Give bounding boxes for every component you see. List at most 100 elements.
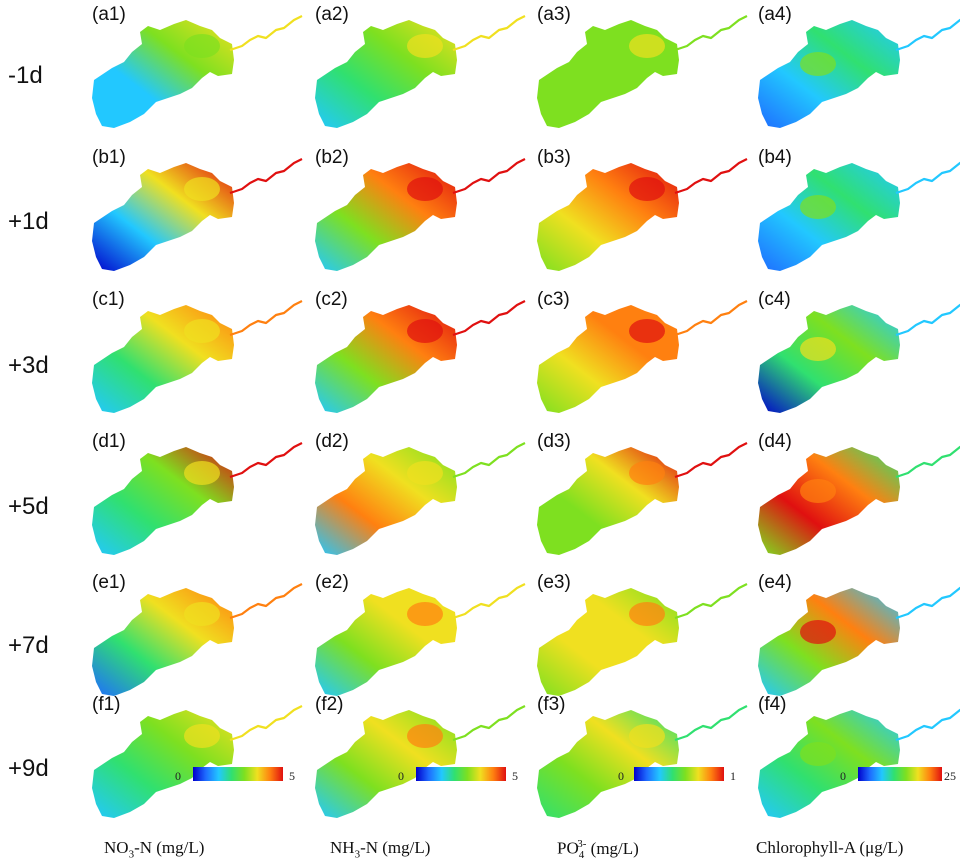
river-channel	[895, 708, 960, 742]
concentration-hotspot	[407, 602, 443, 626]
panel-label: (e4)	[758, 572, 792, 593]
panel-label: (f3)	[537, 694, 566, 715]
concentration-hotspot	[184, 319, 220, 343]
map-panel: (d4)	[748, 429, 960, 564]
panel-label: (f1)	[92, 694, 121, 715]
column-label-sup: 3-	[577, 838, 587, 850]
concentration-hotspot	[800, 479, 836, 503]
lake-map	[758, 586, 960, 696]
column-label-rest: (mg/L)	[586, 838, 639, 858]
river-channel	[229, 442, 303, 479]
lake-surface	[537, 163, 679, 271]
map-panel: (f1)	[82, 692, 303, 827]
column-label-po4: PO43- (mg/L)	[557, 838, 646, 861]
column-label-sub: 3	[128, 848, 135, 861]
colorbar-min: 0	[840, 769, 846, 783]
panel-label: (b1)	[92, 147, 126, 168]
column-label-nh3: NH3-N (mg/L)	[330, 838, 430, 860]
panel-label: (e3)	[537, 572, 571, 593]
lake-surface	[92, 20, 234, 128]
colorbar-gradient	[193, 767, 283, 781]
lake-map	[758, 18, 960, 128]
lake-map	[758, 303, 960, 413]
lake-map	[537, 158, 748, 271]
panel-label: (b3)	[537, 147, 571, 168]
river-channel	[452, 583, 526, 620]
lake-map	[92, 442, 303, 555]
map-panel: (b2)	[305, 145, 526, 280]
concentration-hotspot	[629, 724, 665, 748]
map-panel: (f3)	[527, 692, 748, 827]
river-channel	[895, 586, 960, 620]
column-label-sub: 3	[354, 848, 361, 861]
lake-surface	[537, 447, 679, 555]
panel-label: (c3)	[537, 289, 570, 310]
lake-map	[315, 158, 526, 271]
map-panel: (a2)	[305, 2, 526, 137]
river-channel	[452, 442, 526, 479]
panel-label: (d2)	[315, 431, 349, 452]
lake-map	[537, 300, 748, 413]
lake-surface	[92, 588, 234, 696]
lake-surface	[315, 163, 457, 271]
lake-map	[92, 158, 303, 271]
colorbar-max: 25	[944, 769, 956, 783]
colorbar-chlorophyll: 0 25	[840, 765, 960, 787]
river-channel	[229, 705, 303, 742]
river-channel	[674, 705, 748, 742]
panel-label: (b2)	[315, 147, 349, 168]
colorbar-po4: 0 1	[618, 765, 743, 787]
lake-map	[92, 300, 303, 413]
lake-map	[758, 445, 960, 555]
colorbar-no3: 0 5	[175, 765, 300, 787]
lake-map	[92, 705, 303, 818]
lake-surface	[92, 710, 234, 818]
panel-label: (d4)	[758, 431, 792, 452]
concentration-hotspot	[629, 461, 665, 485]
column-label-rest: -N (mg/L)	[134, 838, 205, 857]
river-channel	[895, 18, 960, 52]
colorbar-min: 0	[398, 769, 404, 783]
concentration-hotspot	[800, 195, 836, 219]
map-panel: (f4)	[748, 692, 960, 827]
lake-surface	[758, 305, 900, 413]
lake-map	[315, 583, 526, 696]
map-panel: (b4)	[748, 145, 960, 280]
river-channel	[452, 158, 526, 195]
column-label-main: PO	[557, 838, 579, 858]
colorbar-nh3: 0 5	[398, 765, 523, 787]
concentration-hotspot	[629, 319, 665, 343]
panel-label: (f2)	[315, 694, 344, 715]
concentration-hotspot	[629, 34, 665, 58]
concentration-hotspot	[184, 724, 220, 748]
lake-map	[537, 583, 748, 696]
lake-surface	[315, 710, 457, 818]
map-panel: (e4)	[748, 570, 960, 705]
colorbar-min: 0	[175, 769, 181, 783]
colorbar-max: 5	[512, 769, 518, 783]
panel-label: (c1)	[92, 289, 125, 310]
map-panel: (e2)	[305, 570, 526, 705]
column-label-chlorophyll: Chlorophyll-A (μg/L)	[756, 838, 903, 858]
concentration-hotspot	[407, 319, 443, 343]
lake-surface	[315, 305, 457, 413]
lake-map	[315, 705, 526, 818]
colorbar-gradient	[858, 767, 942, 781]
lake-map	[537, 442, 748, 555]
concentration-hotspot	[407, 177, 443, 201]
panel-label: (c2)	[315, 289, 348, 310]
river-channel	[229, 300, 303, 337]
lake-surface	[537, 588, 679, 696]
column-label-no3: NO3-N (mg/L)	[104, 838, 204, 860]
row-label: +1d	[8, 208, 49, 235]
map-panel: (d2)	[305, 429, 526, 564]
map-panel: (b3)	[527, 145, 748, 280]
lake-surface	[758, 588, 900, 696]
column-label-rest: -N (mg/L)	[360, 838, 431, 857]
column-label-main: NO	[104, 838, 129, 857]
lake-surface	[92, 163, 234, 271]
concentration-hotspot	[800, 742, 836, 766]
map-panel: (a3)	[527, 2, 748, 137]
map-panel: (b1)	[82, 145, 303, 280]
river-channel	[895, 161, 960, 195]
